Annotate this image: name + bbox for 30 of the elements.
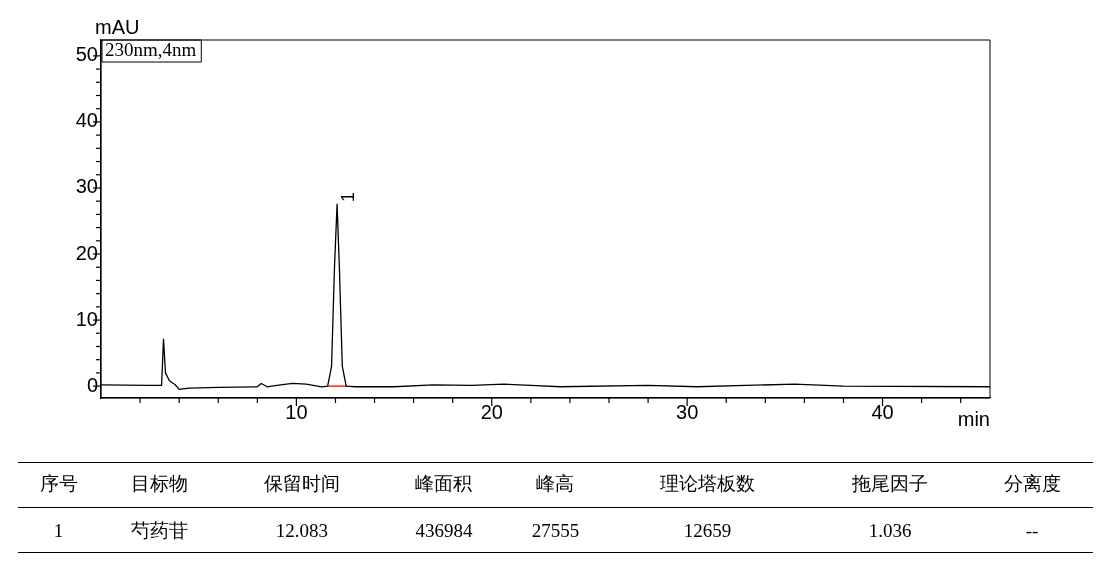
text: 12.083 (220, 507, 384, 553)
text: 1 (18, 507, 100, 553)
y-tick-label: 10 (75, 307, 98, 330)
text: 436984 (383, 507, 505, 553)
y-axis-title: mAU (95, 15, 140, 38)
x-tick-label: 20 (480, 400, 503, 423)
category-label: 目标物 (99, 462, 221, 508)
text: -- (971, 507, 1093, 553)
y-tick-label: 20 (75, 241, 98, 264)
text: 芍药苷 (99, 507, 221, 553)
x-axis-title: min (957, 407, 990, 430)
y-tick-label: 0 (86, 373, 98, 396)
category-label: 理论塔板数 (606, 462, 809, 508)
category-label: 峰高 (504, 462, 607, 508)
annotation: 230nm,4nm (105, 39, 197, 61)
category-label: 拖尾因子 (808, 462, 972, 508)
category-label: 保留时间 (220, 462, 384, 508)
y-tick-label: 30 (75, 175, 98, 198)
text: 27555 (504, 507, 607, 553)
text: 1.036 (808, 507, 972, 553)
category-label: 峰面积 (383, 462, 505, 508)
category-label: 分离度 (971, 462, 1093, 508)
category-label: 序号 (18, 462, 100, 508)
x-tick-label: 10 (285, 400, 308, 423)
y-tick-label: 40 (75, 109, 98, 132)
text: 12659 (606, 507, 809, 553)
x-tick-label: 30 (676, 400, 699, 423)
x-tick-label: 40 (871, 400, 894, 423)
y-tick-label: 50 (75, 43, 98, 66)
annotation: 1 (338, 192, 359, 203)
